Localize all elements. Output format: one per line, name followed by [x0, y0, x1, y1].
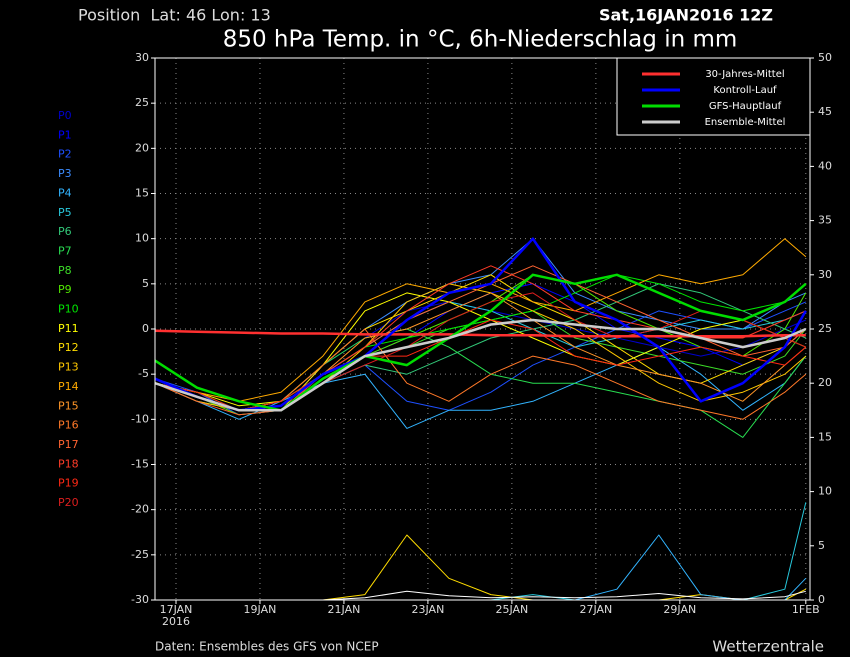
series-line — [154, 318, 807, 412]
y2-tick-label: 10 — [818, 485, 832, 498]
member-line — [154, 319, 807, 411]
member-legend-label: P8 — [58, 264, 72, 277]
y2-tick-label: 30 — [818, 268, 832, 281]
member-legend-label: P6 — [58, 225, 72, 238]
y-tick-label: -20 — [131, 503, 149, 516]
y2-tick-label: 45 — [818, 105, 832, 118]
y2-tick-label: 5 — [818, 539, 825, 552]
y-tick-label: -25 — [131, 548, 149, 561]
legend-label: 30-Jahres-Mittel — [705, 69, 784, 80]
member-legend-label: P3 — [58, 167, 72, 180]
x-tick-label: 1FEB — [792, 603, 820, 616]
member-legend-label: P9 — [58, 283, 72, 296]
run-time: Sat,16JAN2016 12Z — [599, 6, 773, 25]
y-tick-label: -5 — [138, 367, 149, 380]
position: Position Lat: 46 Lon: 13 — [78, 6, 271, 25]
y2-tick-label: 35 — [818, 214, 832, 227]
y-tick-label: -10 — [131, 412, 149, 425]
member-legend-label: P1 — [58, 128, 72, 141]
y2-tick-label: 20 — [818, 376, 832, 389]
member-legend-label: P20 — [58, 496, 79, 509]
y2-tick-label: 25 — [818, 322, 832, 335]
x-tick-label: 17JAN — [160, 603, 193, 616]
member-legend-label: P2 — [58, 148, 72, 161]
legend-label: Ensemble-Mittel — [705, 117, 786, 128]
member-legend-label: P17 — [58, 438, 79, 451]
chart-title: 850 hPa Temp. in °C, 6h-Niederschlag in … — [223, 27, 738, 53]
y2-tick-label: 50 — [818, 51, 832, 64]
y-tick-label: 10 — [135, 232, 149, 245]
member-legend-label: P4 — [58, 186, 72, 199]
series-line — [154, 273, 807, 412]
y-tick-label: 0 — [142, 322, 149, 335]
member-legend-label: P19 — [58, 477, 79, 490]
x-tick-label: 23JAN — [412, 603, 445, 616]
y-tick-label: 5 — [142, 277, 149, 290]
y2-tick-label: 0 — [818, 593, 825, 606]
member-legend-label: P16 — [58, 419, 79, 432]
x-tick-label: 27JAN — [579, 603, 612, 616]
y-tick-label: 15 — [135, 187, 149, 200]
y-tick-label: -30 — [131, 593, 149, 606]
source: Daten: Ensembles des GFS von NCEP — [155, 640, 379, 654]
member-legend-label: P18 — [58, 457, 79, 470]
legend-label: GFS-Hauptlauf — [709, 101, 782, 112]
y-tick-label: -15 — [131, 458, 149, 471]
legend-label: Kontroll-Lauf — [713, 85, 777, 96]
y-tick-label: 25 — [135, 96, 149, 109]
y-tick-label: 20 — [135, 141, 149, 154]
member-legend-label: P7 — [58, 244, 72, 257]
y2-tick-label: 15 — [818, 430, 832, 443]
member-legend-label: P12 — [58, 341, 79, 354]
x-tick-label: 19JAN — [244, 603, 277, 616]
x-tick-label: 21JAN — [328, 603, 361, 616]
x-tick-label: 29JAN — [663, 603, 696, 616]
y-tick-label: 30 — [135, 51, 149, 64]
series-line — [154, 329, 806, 338]
member-legend-label: P13 — [58, 361, 79, 374]
member-legend-label: P14 — [58, 380, 79, 393]
member-legend-label: P11 — [58, 322, 79, 335]
x-year-label: 2016 — [162, 615, 190, 628]
y2-tick-label: 40 — [818, 159, 832, 172]
credit: Wetterzentrale — [712, 638, 824, 656]
member-legend-label: P10 — [58, 303, 79, 316]
member-legend-label: P5 — [58, 206, 72, 219]
x-tick-label: 25JAN — [495, 603, 528, 616]
member-legend-label: P15 — [58, 399, 79, 412]
member-legend-label: P0 — [58, 109, 72, 122]
